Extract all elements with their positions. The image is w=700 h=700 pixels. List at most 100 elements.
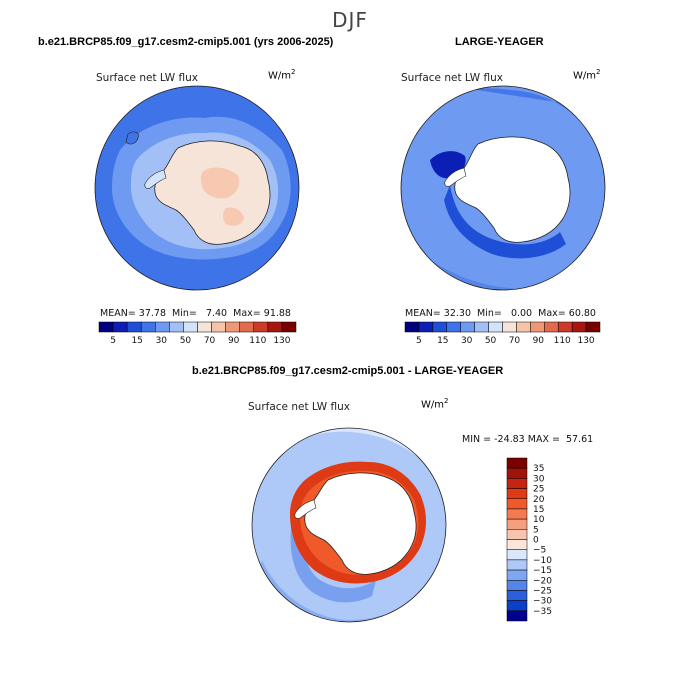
colorbar-2-swatch bbox=[516, 321, 531, 333]
colorbar-3-tick-label: 15 bbox=[533, 505, 544, 515]
colorbar-3-tick-label: 5 bbox=[533, 525, 539, 535]
diff-panel-minmax: MIN = -24.83 MAX = 57.61 bbox=[462, 434, 594, 445]
colorbar-1-tick-label: 130 bbox=[273, 336, 290, 346]
colorbar-3-swatch bbox=[506, 529, 528, 540]
colorbar-1-swatch bbox=[169, 321, 184, 333]
colorbar-2: 5 15 30 50 70 90 110 130 bbox=[404, 321, 601, 346]
panel-2-stats: MEAN= 32.30 Min= 0.00 Max= 60.80 bbox=[405, 308, 596, 319]
colorbar-1-tick-label: 5 bbox=[110, 336, 116, 346]
colorbar-2-swatch bbox=[585, 321, 601, 333]
colorbar-2-swatch bbox=[530, 321, 545, 333]
colorbar-3-tick-label: −15 bbox=[533, 566, 552, 576]
colorbar-2-tick-label: 50 bbox=[485, 336, 497, 346]
colorbar-3-swatch bbox=[506, 559, 528, 571]
colorbar-2-tick-label: 70 bbox=[509, 336, 521, 346]
colorbar-3-tick-label: 0 bbox=[533, 536, 539, 546]
diff-panel-units: W/m2 bbox=[421, 397, 449, 411]
diff-panel-variable: Surface net LW flux bbox=[248, 401, 350, 413]
map-1-interior-warm bbox=[200, 167, 240, 199]
colorbar-3-swatch bbox=[506, 488, 528, 499]
diff-panel-title: b.e21.BRCP85.f09_g17.cesm2-cmip5.001 - L… bbox=[192, 365, 504, 377]
colorbar-3-tick-label: −25 bbox=[533, 586, 552, 596]
colorbar-1-swatch bbox=[183, 321, 198, 333]
colorbar-3-swatch bbox=[506, 590, 528, 601]
map-2-border bbox=[400, 85, 606, 291]
colorbar-2-swatch bbox=[460, 321, 475, 333]
colorbar-3-tick-label: −5 bbox=[533, 546, 546, 556]
colorbar-3-swatch bbox=[506, 539, 528, 550]
colorbar-1-swatch bbox=[112, 321, 128, 333]
colorbar-3-swatch bbox=[506, 600, 528, 612]
colorbar-3-swatch bbox=[506, 580, 528, 591]
colorbar-3-swatch bbox=[506, 508, 528, 520]
colorbar-1-tick-label: 110 bbox=[249, 336, 266, 346]
map-2 bbox=[401, 86, 605, 290]
colorbar-3-swatch bbox=[506, 478, 528, 489]
colorbar-3-tick-label: 20 bbox=[533, 495, 545, 505]
colorbar-3-tick-label: 30 bbox=[533, 474, 545, 484]
colorbar-3-tick-label: 25 bbox=[533, 485, 544, 495]
colorbar-2-swatch bbox=[404, 321, 420, 333]
colorbar-1-swatch bbox=[140, 321, 156, 333]
colorbar-3-tick-label: −30 bbox=[533, 597, 552, 607]
colorbar-1: 5 15 30 50 70 90 110 130 bbox=[98, 321, 297, 346]
map-3 bbox=[252, 428, 446, 622]
map-1-south-america bbox=[125, 131, 139, 145]
colorbar-3-swatch bbox=[506, 610, 528, 622]
colorbar-1-swatch bbox=[267, 321, 283, 333]
colorbar-3-tick-label: 35 bbox=[533, 464, 544, 474]
colorbar-3-tick-label: −20 bbox=[533, 576, 552, 586]
colorbar-3-swatch bbox=[506, 467, 528, 479]
panel-1-title: b.e21.BRCP85.f09_g17.cesm2-cmip5.001 (yr… bbox=[38, 36, 334, 48]
colorbar-3-tick-label: 10 bbox=[533, 515, 545, 525]
colorbar-2-swatch bbox=[544, 321, 559, 333]
panel-1-variable: Surface net LW flux bbox=[96, 72, 198, 84]
colorbar-2-swatch bbox=[502, 321, 517, 333]
colorbar-3-swatch bbox=[506, 457, 528, 469]
colorbar-2-tick-label: 5 bbox=[416, 336, 422, 346]
colorbar-3-swatch bbox=[506, 498, 528, 510]
panel-2-title: LARGE-YEAGER bbox=[455, 36, 544, 48]
panel-1-stats: MEAN= 37.78 Min= 7.40 Max= 91.88 bbox=[100, 308, 291, 319]
colorbar-3-tick-label: −10 bbox=[533, 556, 552, 566]
colorbar-1-tick-label: 50 bbox=[180, 336, 192, 346]
map-1-peninsula bbox=[144, 169, 167, 189]
colorbar-1-swatch bbox=[98, 321, 114, 333]
colorbar-2-tick-label: 130 bbox=[577, 336, 594, 346]
colorbar-1-tick-label: 90 bbox=[228, 336, 240, 346]
colorbar-2-swatch bbox=[418, 321, 434, 333]
colorbar-3-tick-label: −35 bbox=[533, 607, 552, 617]
colorbar-2-swatch bbox=[432, 321, 448, 333]
colorbar-1-swatch bbox=[281, 321, 297, 333]
colorbar-1-swatch bbox=[126, 321, 142, 333]
panel-1-units: W/m2 bbox=[268, 68, 296, 82]
panel-2-units: W/m2 bbox=[573, 68, 601, 82]
colorbar-3-swatch bbox=[506, 518, 528, 530]
colorbar-1-swatch bbox=[197, 321, 212, 333]
colorbar-2-tick-label: 90 bbox=[533, 336, 545, 346]
colorbar-3-swatch bbox=[506, 549, 528, 561]
colorbar-1-tick-label: 15 bbox=[131, 336, 142, 346]
colorbar-2-swatch bbox=[488, 321, 503, 333]
colorbar-1-swatch bbox=[253, 321, 269, 333]
colorbar-2-swatch bbox=[571, 321, 587, 333]
map-1 bbox=[95, 86, 299, 290]
colorbar-2-swatch bbox=[446, 321, 461, 333]
colorbar-1-swatch bbox=[225, 321, 240, 333]
colorbar-2-tick-label: 110 bbox=[554, 336, 571, 346]
colorbar-1-swatch bbox=[155, 321, 170, 333]
colorbar-1-swatch bbox=[239, 321, 255, 333]
colorbar-2-tick-label: 30 bbox=[461, 336, 473, 346]
season-title: DJF bbox=[332, 8, 368, 32]
colorbar-2-swatch bbox=[474, 321, 489, 333]
colorbar-1-tick-label: 30 bbox=[156, 336, 168, 346]
colorbar-1-tick-label: 70 bbox=[204, 336, 216, 346]
map-3-border bbox=[251, 427, 447, 623]
colorbar-2-swatch bbox=[557, 321, 573, 333]
map-1-border bbox=[94, 85, 300, 291]
colorbar-3-swatch bbox=[506, 569, 528, 581]
colorbar-2-tick-label: 15 bbox=[437, 336, 448, 346]
colorbar-1-swatch bbox=[211, 321, 226, 333]
